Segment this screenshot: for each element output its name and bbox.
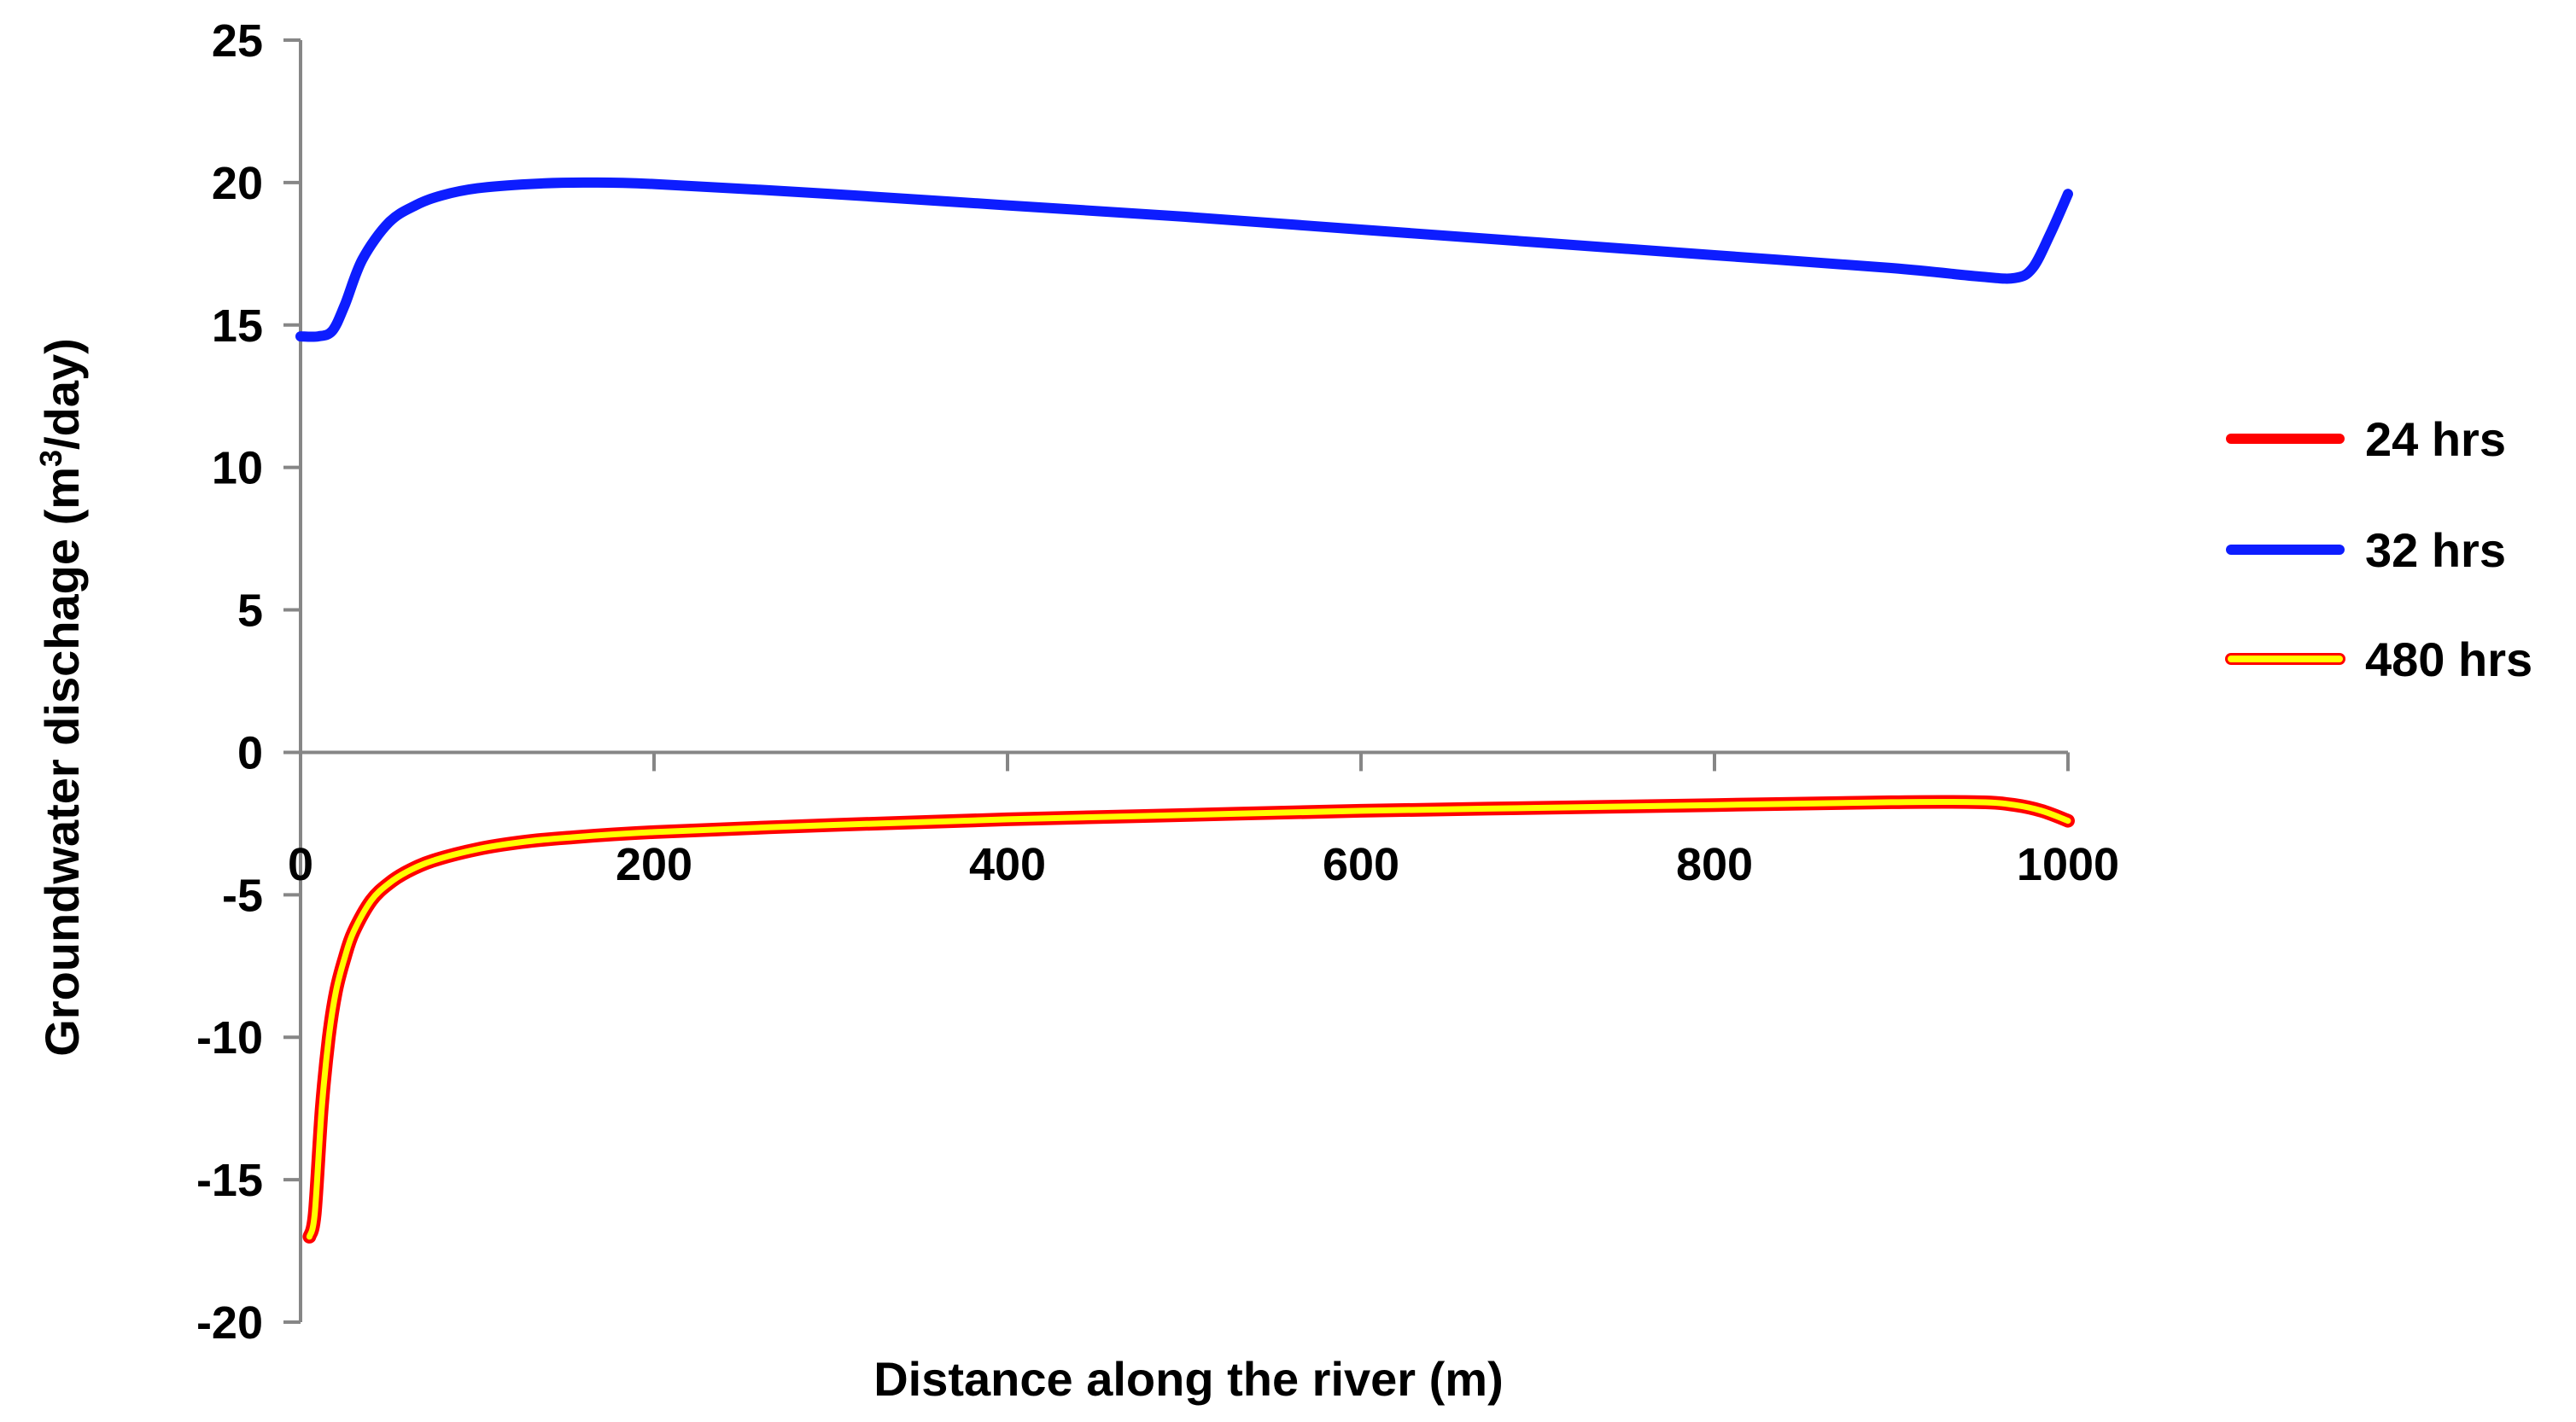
y-tick-label: 10 <box>212 443 263 494</box>
x-axis-title: Distance along the river (m) <box>873 1352 1504 1406</box>
series-line-32-hrs <box>295 177 2073 342</box>
x-axis: 0 200 400 600 800 1000 <box>288 750 2119 890</box>
y-axis-title: Groundwater dischage (m3/day) <box>33 338 89 1057</box>
x-tick-label: 400 <box>969 839 1046 890</box>
x-tick-label: 0 <box>288 839 313 890</box>
y-tick-label: -10 <box>196 1012 263 1064</box>
y-tick-label: 5 <box>237 586 263 637</box>
y-tick-label: -5 <box>222 870 263 921</box>
series-line-24-hrs <box>302 795 2075 1244</box>
legend-label-480-hrs: 480 hrs <box>2365 632 2532 686</box>
y-tick-label: 20 <box>212 158 263 209</box>
y-tick-label: -15 <box>196 1155 263 1206</box>
x-tick-label: 600 <box>1323 839 1399 890</box>
y-axis-title-main: Groundwater dischage (m <box>35 467 89 1057</box>
series-lines <box>295 177 2075 1244</box>
y-tick-label: 0 <box>237 727 263 778</box>
legend: 24 hrs 32 hrs 480 hrs <box>2225 412 2532 686</box>
y-axis-title-tail: /day) <box>35 338 89 450</box>
y-axis: 25 20 15 10 5 0 -5 -10 -15 -20 <box>196 15 302 1349</box>
series-line-480-hrs <box>306 798 2071 1240</box>
legend-label-24-hrs: 24 hrs <box>2365 412 2506 466</box>
y-axis-title-superscript: 3 <box>33 450 68 467</box>
x-tick-label: 1000 <box>2017 839 2119 890</box>
x-tick-label: 200 <box>616 839 692 890</box>
y-tick-label: -20 <box>196 1297 263 1349</box>
x-tick-label: 800 <box>1676 839 1753 890</box>
y-tick-label: 25 <box>212 15 263 67</box>
legend-label-32-hrs: 32 hrs <box>2365 523 2506 577</box>
y-tick-label: 15 <box>212 300 263 352</box>
